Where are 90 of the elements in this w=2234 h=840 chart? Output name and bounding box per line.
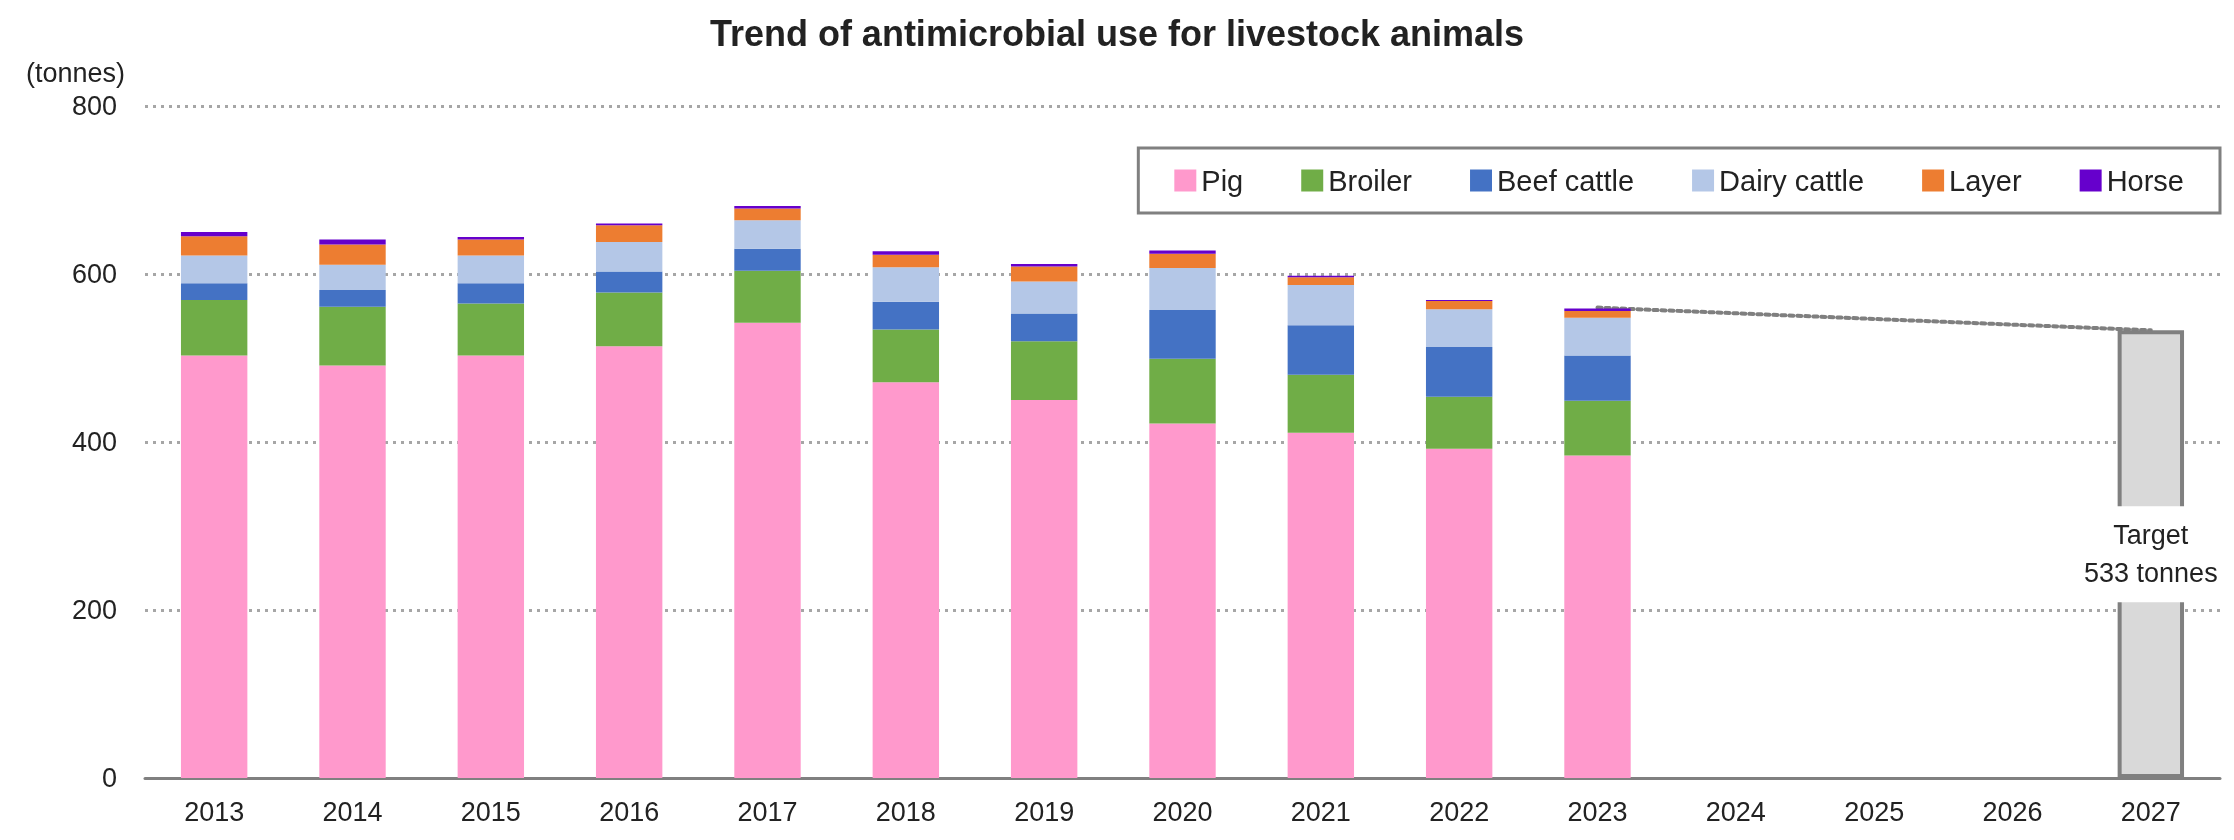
bar xyxy=(872,329,940,383)
x-tick-label: 2019 xyxy=(1014,796,1075,827)
bar xyxy=(1564,308,1631,311)
x-tick-label: 2026 xyxy=(1982,796,2043,827)
bar xyxy=(872,382,940,778)
bar xyxy=(1564,455,1631,778)
bar xyxy=(734,248,801,271)
y-tick-label: 400 xyxy=(71,427,117,457)
y-axis-title: (tonnes) xyxy=(25,57,125,88)
bar xyxy=(1425,300,1493,310)
y-tick-label: 600 xyxy=(71,259,117,289)
bar xyxy=(457,237,525,240)
bar xyxy=(1564,317,1631,356)
bar xyxy=(1010,313,1078,342)
bar xyxy=(1425,347,1493,397)
bar xyxy=(319,264,386,290)
bar xyxy=(1287,284,1355,326)
bar xyxy=(457,355,525,778)
bar xyxy=(734,208,801,221)
x-tick-label: 2025 xyxy=(1844,796,1905,827)
bar xyxy=(457,255,525,284)
x-tick-label: 2015 xyxy=(460,796,521,827)
x-tick-label: 2027 xyxy=(2120,796,2181,827)
x-tick-label: 2023 xyxy=(1567,796,1628,827)
bar xyxy=(1564,400,1631,456)
bar xyxy=(1149,358,1216,424)
bar xyxy=(1564,310,1631,318)
bar xyxy=(872,301,940,330)
bar xyxy=(180,355,248,778)
bar xyxy=(180,255,248,284)
chart-title: Trend of antimicrobial use for livestock animals xyxy=(709,12,1525,54)
x-tick-label: 2024 xyxy=(1705,796,1766,827)
bar xyxy=(457,283,525,304)
x-tick-label: 2020 xyxy=(1152,796,1213,827)
bar xyxy=(872,267,940,302)
bar xyxy=(319,306,386,366)
x-tick-label: 2016 xyxy=(599,796,660,827)
bar xyxy=(1149,423,1216,778)
bar xyxy=(734,220,801,249)
bar xyxy=(1287,325,1355,375)
bar xyxy=(1287,277,1355,285)
bar xyxy=(457,239,525,256)
y-tick-label: 0 xyxy=(101,763,117,793)
bar xyxy=(734,270,801,323)
x-tick-label: 2014 xyxy=(322,796,383,827)
bar xyxy=(457,303,525,356)
bar xyxy=(1010,266,1078,282)
bar xyxy=(1287,432,1355,778)
data-label: Target 533 tonnes xyxy=(2084,520,2218,589)
bar xyxy=(1010,400,1078,778)
bar xyxy=(1425,448,1493,778)
bar xyxy=(1425,396,1493,449)
bar xyxy=(319,239,386,245)
bar xyxy=(872,254,940,268)
bar xyxy=(1425,309,1493,348)
bar xyxy=(180,236,248,256)
legend-label: Horse xyxy=(2106,164,2184,197)
x-tick-label: 2022 xyxy=(1429,796,1490,827)
x-tick-label: 2021 xyxy=(1290,796,1351,827)
bar xyxy=(595,225,663,243)
bar xyxy=(595,292,663,347)
bar xyxy=(1010,281,1078,314)
x-tick-label: 2013 xyxy=(184,796,245,827)
x-tick-label: 2018 xyxy=(875,796,936,827)
legend-label: Pig xyxy=(1201,164,1244,197)
bar xyxy=(180,232,248,237)
bar xyxy=(319,289,386,307)
bar xyxy=(1149,310,1216,359)
bar xyxy=(595,242,663,272)
bar xyxy=(180,283,248,301)
bar xyxy=(1149,253,1216,269)
y-tick-label: 200 xyxy=(71,595,117,625)
bar xyxy=(319,365,386,778)
bar xyxy=(1564,355,1631,401)
bar xyxy=(1149,268,1216,311)
bar xyxy=(319,244,386,265)
bar xyxy=(180,300,248,356)
bar xyxy=(595,271,663,293)
bar xyxy=(734,322,801,778)
bar xyxy=(872,251,940,255)
y-tick-label: 800 xyxy=(71,91,117,121)
legend-label: Layer xyxy=(1949,164,2022,197)
bar xyxy=(595,346,663,778)
legend-label: Dairy cattle xyxy=(1719,164,1865,197)
bar xyxy=(1010,341,1078,400)
legend-label: Broiler xyxy=(1328,164,1413,197)
x-tick-label: 2017 xyxy=(737,796,798,827)
legend-label: Beef cattle xyxy=(1497,164,1635,197)
bar xyxy=(1149,250,1216,254)
bar xyxy=(1287,374,1355,433)
